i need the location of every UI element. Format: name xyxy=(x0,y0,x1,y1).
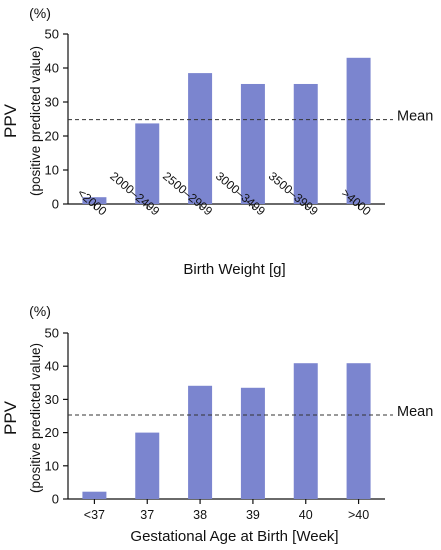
bar xyxy=(135,432,160,499)
bar xyxy=(240,387,265,499)
x-tick-label: 37 xyxy=(140,508,154,522)
bar xyxy=(135,123,160,204)
y-tick-label: 40 xyxy=(45,359,59,374)
bar xyxy=(82,491,107,499)
y-tick-label: 10 xyxy=(45,163,59,178)
chart-panel-2: (%) 0 10 20 30 40 50 <37 37 38 39 40 >40 Mean PPV (posi… xyxy=(1,303,433,545)
bar xyxy=(346,57,371,204)
bar xyxy=(188,385,213,499)
x-tick-label: 40 xyxy=(299,508,313,522)
y-tick-label: 40 xyxy=(45,61,59,76)
x-tick-label: >40 xyxy=(348,508,369,522)
x-tick-label: 39 xyxy=(246,508,260,522)
bar xyxy=(240,83,265,204)
bar xyxy=(82,197,107,204)
mean-label: Mean xyxy=(397,109,433,125)
x-tick-label: <2000 xyxy=(75,186,110,219)
y-tick-label: 20 xyxy=(45,425,59,440)
y-axis-title: PPV xyxy=(1,103,20,138)
y-tick-label: 0 xyxy=(52,197,59,212)
x-axis-title: Birth Weight [g] xyxy=(183,261,285,278)
x-axis-title: Gestational Age at Birth [Week] xyxy=(130,528,338,545)
y-tick-label: 30 xyxy=(45,392,59,407)
mean-label: Mean xyxy=(397,404,433,420)
x-tick-label: 38 xyxy=(193,508,207,522)
y-tick-label: 50 xyxy=(45,326,59,341)
bar xyxy=(293,83,318,204)
chart-panel-1: (%)01020304050<20002000–24992500–2999300… xyxy=(1,5,433,278)
y-unit-label: (%) xyxy=(29,5,51,21)
y-tick-label: 30 xyxy=(45,95,59,110)
y-tick-label: 0 xyxy=(52,492,59,507)
y-tick-label: 20 xyxy=(45,129,59,144)
y-unit-label: (%) xyxy=(29,303,51,319)
y-axis-subtitle: (positive predicted value) xyxy=(28,46,43,196)
bar xyxy=(293,363,318,499)
bar xyxy=(346,363,371,499)
bar xyxy=(188,73,213,204)
y-tick-label: 50 xyxy=(45,27,59,42)
y-axis-title: PPV xyxy=(1,400,20,435)
y-tick-label: 10 xyxy=(45,458,59,473)
x-tick-label: <37 xyxy=(84,508,105,522)
y-axis-subtitle: (positive predicted value) xyxy=(28,343,43,493)
